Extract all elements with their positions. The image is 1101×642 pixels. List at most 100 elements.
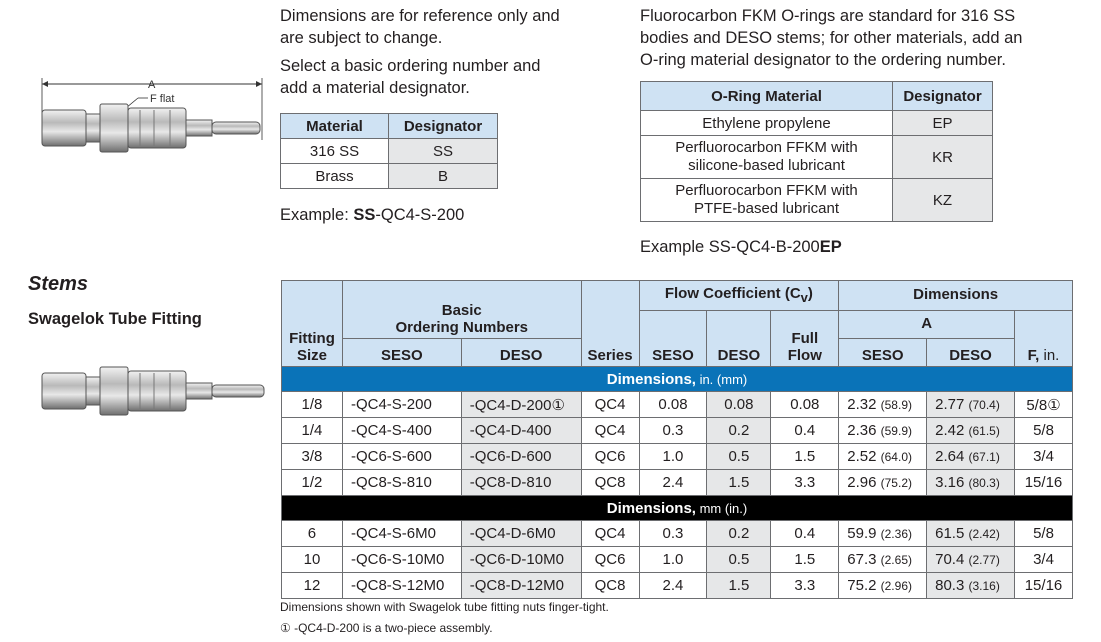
cell-a-deso: 3.16 (80.3) [926,469,1015,496]
cell-full: 0.08 [770,391,840,418]
inch-dimensions-band: Dimensions, in. (mm) [281,366,1073,392]
table-row: 1/2 -QC8-S-810 -QC8-D-810 QC8 2.4 1.5 3.3 2.96 … [281,469,1073,496]
cell-deso: -QC4-D-200① [460,391,582,418]
cell-seso: -QC4-S-400 [341,417,462,444]
cell-f: 3/4 [1014,546,1073,573]
example-bold: SS [353,206,376,224]
cell-f: 5/8 [1014,417,1073,444]
cell-size: 6 [281,520,343,547]
cell-full: 1.5 [770,546,840,573]
cell-f: 3/4 [1014,443,1073,470]
cell-a-deso: 70.4 (2.77) [926,546,1015,573]
cell-seso: -QC6-S-10M0 [341,546,462,573]
footnote: Dimensions shown with Swagelok tube fitt… [280,600,609,614]
example-bold: EP [819,238,842,256]
dim-f-header: F, in. [1014,310,1073,367]
cell-seso: -QC4-S-6M0 [341,520,462,547]
basic-ordering-header: Basic Ordering Numbers [341,280,582,339]
material-cell: 316 SS [280,138,389,164]
material-table: Material Designator 316 SS SS Brass B [280,113,498,189]
oring-note-line: bodies and DESO stems; for other materia… [640,29,1023,47]
intro-line: add a material designator. [280,79,470,97]
cell-full: 3.3 [770,572,840,599]
designator-cell: B [388,163,498,189]
cv-deso-header: DESO [706,310,772,367]
cell-cv-seso: 0.08 [638,391,708,418]
material-cell: Brass [280,163,389,189]
cell-cv-seso: 0.3 [638,520,708,547]
cell-series: QC6 [580,443,640,470]
oring-material-header: O-Ring Material [640,81,893,111]
oring-example: Example SS-QC4-B-200EP [640,238,842,256]
cell-seso: -QC6-S-600 [341,443,462,470]
cell-a-seso: 2.52 (64.0) [838,443,928,470]
oring-designator-header: Designator [892,81,993,111]
a-deso-header: DESO [926,338,1015,367]
dim-a-header: A [838,310,1015,339]
cell-a-deso: 2.77 (70.4) [926,391,1015,418]
cell-cv-seso: 2.4 [638,572,708,599]
a-seso-header: SESO [838,338,928,367]
cell-seso: -QC4-S-200 [341,391,462,418]
cell-a-deso: 2.64 (67.1) [926,443,1015,470]
cell-full: 1.5 [770,443,840,470]
cell-a-seso: 59.9 (2.36) [838,520,928,547]
cell-a-deso: 61.5 (2.42) [926,520,1015,547]
cell-f: 15/16 [1014,469,1073,496]
cell-cv-deso: 0.5 [706,546,772,573]
designator-cell: SS [388,138,498,164]
oring-code-cell: KZ [892,178,993,222]
cv-seso-header: SESO [638,310,708,367]
cell-cv-seso: 1.0 [638,443,708,470]
cell-cv-seso: 1.0 [638,546,708,573]
dim-f-label: F flat [150,93,174,105]
table-row: 3/8 -QC6-S-600 -QC6-D-600 QC6 1.0 0.5 1.5 2.52 … [281,443,1073,470]
oring-note-line: Fluorocarbon FKM O-rings are standard fo… [640,7,1016,25]
cell-size: 1/2 [281,469,343,496]
cell-size: 10 [281,546,343,573]
dimensions-header: Dimensions [838,280,1073,311]
cell-a-seso: 2.96 (75.2) [838,469,928,496]
cell-a-seso: 2.32 (58.9) [838,391,928,418]
cell-cv-deso: 0.2 [706,520,772,547]
section-subtitle: Swagelok Tube Fitting [28,310,202,328]
cell-deso: -QC6-D-600 [460,443,582,470]
cell-size: 12 [281,572,343,599]
cell-a-deso: 2.42 (61.5) [926,417,1015,444]
cell-full: 3.3 [770,469,840,496]
cell-full: 0.4 [770,417,840,444]
cell-f: 5/8① [1014,391,1073,418]
table-row: 1/8 -QC4-S-200 -QC4-D-200① QC4 0.08 0.08 0.08 2… [281,391,1073,418]
cell-deso: -QC8-D-12M0 [460,572,582,599]
mm-dimensions-band: Dimensions, mm (in.) [281,495,1073,521]
cell-series: QC8 [580,469,640,496]
cell-deso: -QC8-D-810 [460,469,582,496]
cell-f: 5/8 [1014,520,1073,547]
cell-f: 15/16 [1014,572,1073,599]
cell-full: 0.4 [770,520,840,547]
cell-size: 1/8 [281,391,343,418]
table-row: 6 -QC4-S-6M0 -QC4-D-6M0 QC4 0.3 0.2 0.4 59.9 (2… [281,520,1073,547]
oring-code-cell: KR [892,135,993,179]
section-title: Stems [28,273,89,295]
cell-seso: -QC8-S-12M0 [341,572,462,599]
cell-size: 3/8 [281,443,343,470]
inch-rows: 1/8 -QC4-S-200 -QC4-D-200① QC4 0.08 0.08 0.08 2… [281,391,1073,496]
cell-cv-seso: 0.3 [638,417,708,444]
cell-series: QC8 [580,572,640,599]
cell-series: QC4 [580,391,640,418]
dim-a-label: A [148,79,156,91]
intro-line: are subject to change. [280,29,443,47]
mm-rows: 6 -QC4-S-6M0 -QC4-D-6M0 QC4 0.3 0.2 0.4 59.9 (2… [281,520,1073,599]
stem-fitting-icon [41,366,265,416]
cell-deso: -QC6-D-10M0 [460,546,582,573]
order-seso-header: SESO [341,338,462,367]
cell-deso: -QC4-D-400 [460,417,582,444]
table-row: 1/4 -QC4-S-400 -QC4-D-400 QC4 0.3 0.2 0.4 2.36 … [281,417,1073,444]
cell-cv-deso: 0.5 [706,443,772,470]
oring-code-cell: EP [892,110,993,136]
intro-line: Select a basic ordering number and [280,57,541,75]
intro-text: Dimensions are for reference only and ar… [280,5,560,99]
table-row: 12 -QC8-S-12M0 -QC8-D-12M0 QC8 2.4 1.5 3.3 75.2… [281,572,1073,599]
cell-deso: -QC4-D-6M0 [460,520,582,547]
